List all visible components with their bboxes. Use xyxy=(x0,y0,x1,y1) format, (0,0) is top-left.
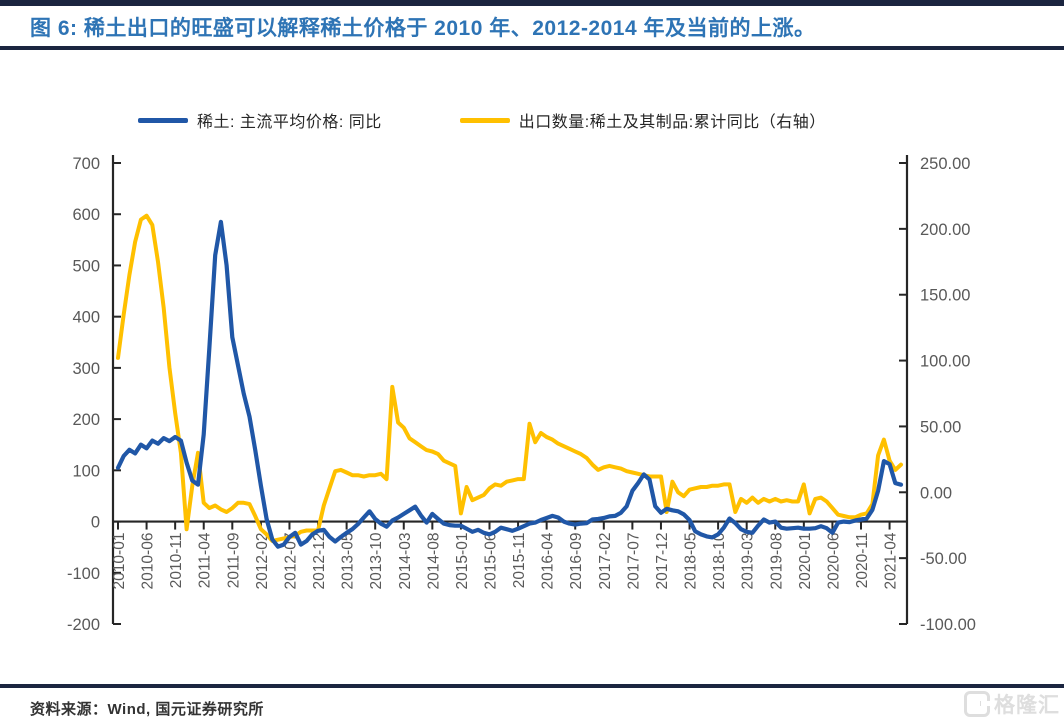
x-tick-label: 2015-06 xyxy=(482,533,499,590)
x-tick-label: 2017-02 xyxy=(597,533,614,590)
legend-item-price: 稀土: 主流平均价格: 同比 xyxy=(138,108,382,132)
gelonghui-watermark: 格隆汇 xyxy=(964,689,1060,719)
x-tick-label: 2012-12 xyxy=(311,533,328,590)
x-tick-label: 2012-02 xyxy=(254,533,271,590)
x-tick-label: 2016-04 xyxy=(540,532,557,589)
left-tick-label: -200 xyxy=(67,616,100,634)
figure-title: 图 6: 稀土出口的旺盛可以解释稀土价格于 2010 年、2012-2014 年… xyxy=(30,17,816,40)
export-series-line xyxy=(116,213,903,543)
x-tick-label: 2018-10 xyxy=(711,532,728,589)
price-series-line xyxy=(115,219,904,549)
gelonghui-brand-text: 格隆汇 xyxy=(994,694,1060,717)
left-tick-label: 700 xyxy=(72,155,100,173)
price-legend-label: 稀土: 主流平均价格: 同比 xyxy=(197,114,382,131)
chart-legend: 稀土: 主流平均价格: 同比 出口数量:稀土及其制品:累计同比（右轴） xyxy=(138,108,826,132)
right-tick-label: 0.00 xyxy=(920,484,952,502)
x-tick-label: 2010-06 xyxy=(140,533,157,590)
left-tick-label: 400 xyxy=(72,309,100,327)
right-tick-label: 50.00 xyxy=(920,418,961,436)
right-tick-label: 200.00 xyxy=(920,221,970,239)
x-tick-label: 2015-01 xyxy=(454,533,471,590)
export-legend-label: 出口数量:稀土及其制品:累计同比（右轴） xyxy=(518,114,826,131)
x-tick-label: 2010-01 xyxy=(111,533,128,590)
right-tick-label: 250.00 xyxy=(920,155,970,173)
x-tick-label: 2010-11 xyxy=(168,533,185,589)
price-line-swatch xyxy=(138,117,188,123)
left-tick-label: 300 xyxy=(72,360,100,378)
left-tick-label: 100 xyxy=(72,462,100,480)
x-tick-label: 2020-06 xyxy=(825,533,842,590)
x-tick-label: 2011-04 xyxy=(197,532,214,588)
x-tick-label: 2017-12 xyxy=(654,533,671,590)
left-tick-label: -100 xyxy=(67,565,100,583)
x-tick-label: 2017-07 xyxy=(625,533,642,590)
left-tick-label: 200 xyxy=(72,411,100,429)
source-note: 资料来源：Wind, 国元证券研究所 xyxy=(30,701,264,718)
x-tick-label: 2019-08 xyxy=(768,533,785,590)
x-tick-label: 2020-11 xyxy=(854,533,871,589)
x-tick-label: 2014-08 xyxy=(425,533,442,590)
footer-divider xyxy=(0,684,1064,688)
right-tick-label: -50.00 xyxy=(920,550,967,568)
left-tick-label: 0 xyxy=(91,514,100,532)
legend-item-export: 出口数量:稀土及其制品:累计同比（右轴） xyxy=(459,108,826,132)
x-tick-label: 2012-07 xyxy=(282,533,299,590)
x-tick-label: 2021-04 xyxy=(883,532,900,589)
export-line-swatch xyxy=(459,117,510,123)
top-rule xyxy=(0,0,1064,6)
left-tick-label: 600 xyxy=(72,206,100,224)
right-tick-label: 100.00 xyxy=(920,353,970,371)
x-tick-label: 2018-05 xyxy=(683,533,700,590)
x-tick-label: 2019-03 xyxy=(740,533,757,590)
x-tick-label: 2013-10 xyxy=(368,532,385,589)
x-tick-label: 2013-05 xyxy=(340,533,357,590)
gelonghui-logo-icon xyxy=(964,691,990,717)
x-tick-label: 2011-09 xyxy=(225,533,242,589)
right-tick-label: -100.00 xyxy=(920,616,976,634)
left-tick-label: 500 xyxy=(72,257,100,275)
x-tick-label: 2020-01 xyxy=(797,533,814,590)
x-tick-label: 2014-03 xyxy=(397,533,414,590)
x-tick-label: 2015-11 xyxy=(511,533,528,589)
title-divider xyxy=(0,46,1064,50)
x-tick-label: 2016-09 xyxy=(568,533,585,590)
right-tick-label: 150.00 xyxy=(920,287,970,305)
